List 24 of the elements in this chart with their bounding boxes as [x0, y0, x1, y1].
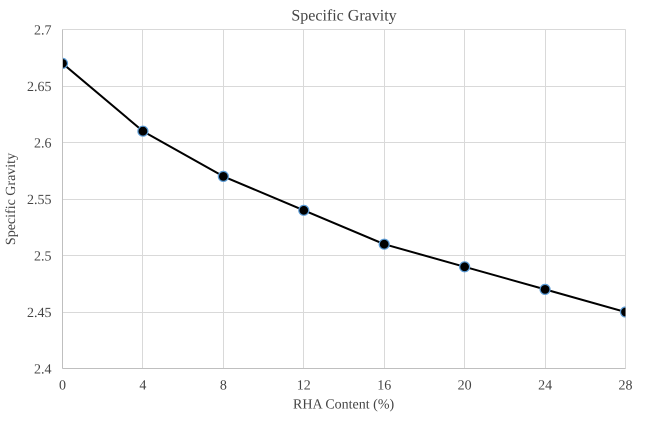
x-tick-label: 24 [538, 378, 552, 394]
x-tick-label: 0 [59, 378, 66, 394]
x-axis-title: RHA Content (%) [293, 398, 395, 412]
y-tick-label: 2.6 [34, 136, 52, 152]
x-tick-label: 16 [377, 378, 392, 394]
y-axis-title: Specific Gravity [4, 152, 19, 246]
x-tick-label: 8 [220, 378, 227, 394]
x-tick-label: 12 [296, 378, 311, 394]
point [539, 284, 551, 295]
x-tick-label: 20 [458, 378, 472, 394]
point [378, 238, 390, 250]
x-tick-label: 4 [139, 378, 146, 394]
y-tick-label: 2.45 [27, 306, 52, 321]
point [218, 170, 229, 182]
point [137, 126, 149, 137]
y-tick-label: 2.5 [34, 250, 52, 264]
y-tick-label: 2.65 [27, 80, 52, 95]
point [298, 204, 310, 216]
y-tick-label: 2.4 [34, 362, 52, 378]
y-tick-label: 2.7 [34, 24, 52, 38]
y-tick-label: 2.55 [27, 193, 52, 208]
x-tick-label: 28 [618, 378, 632, 394]
point [459, 261, 470, 272]
chart-title: Specific Gravity [291, 8, 397, 24]
